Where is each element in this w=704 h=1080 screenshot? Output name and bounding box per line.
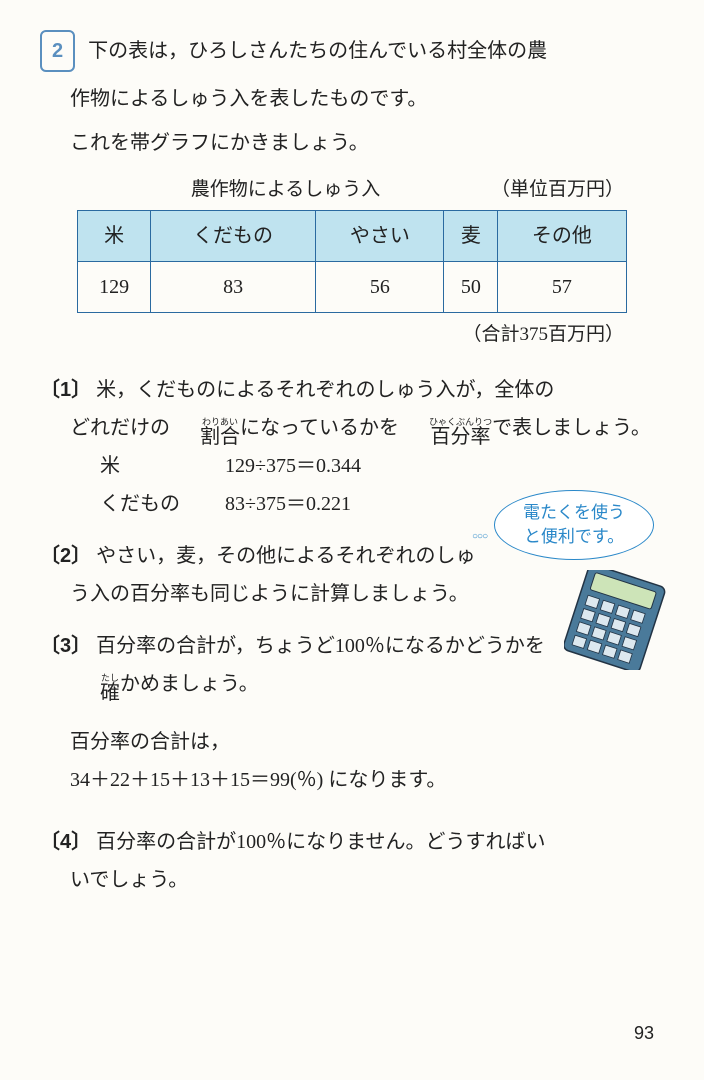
intro-text-3: これを帯グラフにかきましょう。 <box>40 124 664 162</box>
intro-text-2: 作物によるしゅう入を表したものです。 <box>40 80 664 118</box>
calc-rice: 米 129÷375＝0.344 <box>100 447 664 485</box>
val-fruit: 83 <box>150 262 315 313</box>
val-wheat: 50 <box>444 262 498 313</box>
q3-line2: たし確かめましょう。 <box>40 665 664 703</box>
q3-label: 〔3〕 <box>40 635 91 657</box>
val-vege: 56 <box>316 262 444 313</box>
q1-line1: 米，くだものによるそれぞれのしゅう入が，全体の <box>96 379 554 401</box>
bubble-line1: 電たくを使う <box>523 503 625 522</box>
table-unit: （単位百万円） <box>491 172 624 208</box>
col-rice: 米 <box>78 211 150 262</box>
calculator-icon <box>564 570 674 670</box>
page-number: 93 <box>634 1016 654 1050</box>
table-header-row: 米 くだもの やさい 麦 その他 <box>78 211 626 262</box>
problem-number-badge: 2 <box>40 30 75 72</box>
val-other: 57 <box>498 262 626 313</box>
q1-line2: どれだけのわりあい割合になっているかをひゃくぶんりつ百分率で表しましょう。 <box>40 409 664 447</box>
intro-block: 2 下の表は，ひろしさんたちの住んでいる村全体の農 <box>40 30 664 72</box>
q2-line1: やさい，麦，その他によるそれぞれのしゅ <box>96 545 475 567</box>
crop-income-table: 米 くだもの やさい 麦 その他 129 83 56 50 57 <box>77 210 626 313</box>
val-rice: 129 <box>78 262 150 313</box>
question-4: 〔4〕 百分率の合計が100％になりません。どうすればい <box>40 823 664 861</box>
q2-label: 〔2〕 <box>40 545 91 567</box>
q4-label: 〔4〕 <box>40 831 91 853</box>
q1-label: 〔1〕 <box>40 379 91 401</box>
q4-line2: いでしょう。 <box>40 861 664 899</box>
table-title-row: 農作物によるしゅう入 （単位百万円） <box>80 172 624 208</box>
bubble-dots-icon: ○○○ <box>472 527 487 546</box>
table-title: 農作物によるしゅう入 <box>191 172 380 208</box>
q4-line1: 百分率の合計が100％になりません。どうすればい <box>96 831 545 853</box>
q3-ans1: 百分率の合計は， <box>40 723 664 761</box>
question-1: 〔1〕 米，くだものによるそれぞれのしゅう入が，全体の <box>40 371 664 409</box>
table-value-row: 129 83 56 50 57 <box>78 262 626 313</box>
speech-bubble: 電たくを使う と便利です。 ○○○ <box>494 490 654 560</box>
col-fruit: くだもの <box>150 211 315 262</box>
intro-text-1: 下の表は，ひろしさんたちの住んでいる村全体の農 <box>88 40 547 62</box>
table-total-note: （合計375百万円） <box>40 317 624 353</box>
q3-line1: 百分率の合計が，ちょうど100％になるかどうかを <box>96 635 545 657</box>
col-vege: やさい <box>316 211 444 262</box>
bubble-line2: と便利です。 <box>524 527 624 546</box>
col-other: その他 <box>498 211 626 262</box>
col-wheat: 麦 <box>444 211 498 262</box>
q3-ans2: 34＋22＋15＋13＋15＝99(％) になります。 <box>40 761 664 799</box>
